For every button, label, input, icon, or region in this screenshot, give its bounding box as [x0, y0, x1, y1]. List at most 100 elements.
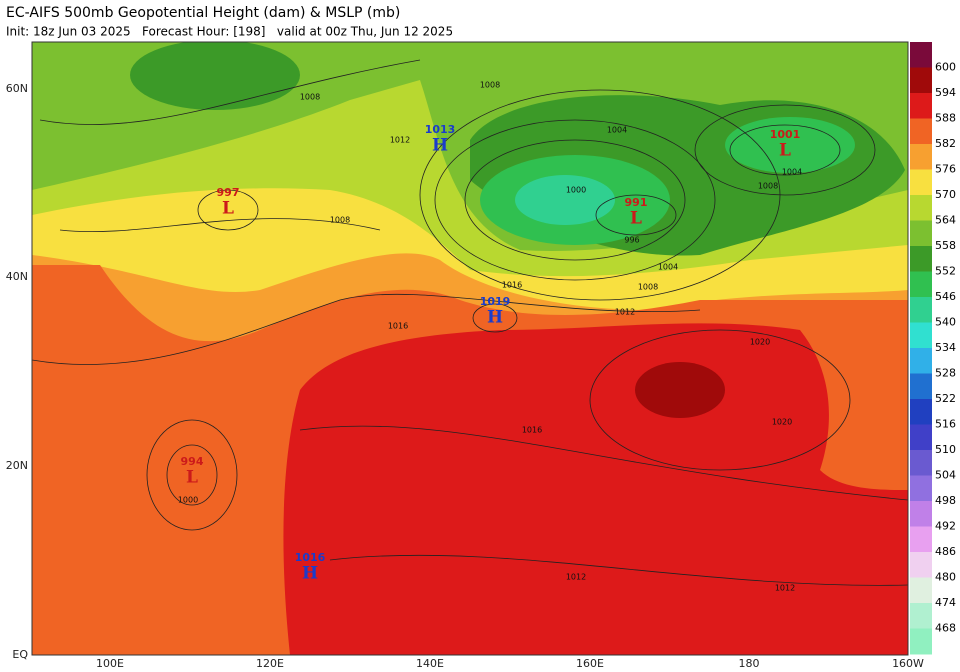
- isobar-label: 1012: [615, 308, 635, 317]
- subtitle: Init: 18z Jun 03 2025 Forecast Hour: [19…: [6, 25, 453, 39]
- center-letter: H: [432, 136, 448, 156]
- lon-label: 160W: [892, 657, 924, 670]
- colorbar-segment: [910, 246, 932, 272]
- isobar-label: 1008: [480, 81, 500, 90]
- center-letter: L: [630, 209, 642, 229]
- isobar-label: 1016: [522, 426, 542, 435]
- isobar-label: 1000: [178, 496, 198, 505]
- colorbar-segment: [910, 348, 932, 374]
- colorbar-label: 594: [935, 86, 956, 99]
- colorbar-label: 588: [935, 112, 956, 125]
- center-letter: H: [487, 308, 503, 328]
- lat-label: 20N: [6, 459, 28, 472]
- colorbar-segment: [910, 628, 932, 655]
- colorbar-label: 504: [935, 469, 956, 482]
- lon-label: 160E: [576, 657, 604, 670]
- colorbar-label: 534: [935, 341, 956, 354]
- colorbar-segment: [910, 552, 932, 578]
- colorbar-label: 570: [935, 188, 956, 201]
- isobar-label: 1000: [566, 186, 586, 195]
- colorbar-segment: [910, 399, 932, 425]
- colorbar-segment: [910, 144, 932, 170]
- lon-label: 180: [739, 657, 760, 670]
- colorbar-segment: [910, 501, 932, 527]
- colorbar-label: 600: [935, 61, 956, 74]
- center-value: 994: [181, 455, 204, 468]
- colorbar-label: 546: [935, 290, 956, 303]
- colorbar-segment: [910, 322, 932, 349]
- lon-label: 100E: [96, 657, 124, 670]
- isobar-label: 1008: [330, 216, 350, 225]
- colorbar-label: 498: [935, 494, 956, 507]
- colorbar-label: 522: [935, 392, 956, 405]
- center-letter: H: [302, 564, 318, 584]
- colorbar-segment: [910, 93, 932, 119]
- center-value: 1016: [295, 551, 326, 564]
- colorbar-label: 564: [935, 214, 956, 227]
- isobar-label: 1008: [638, 283, 658, 292]
- isobar-label: 996: [624, 236, 639, 245]
- isobar-label: 1012: [566, 573, 586, 582]
- isobar-label: 1020: [750, 338, 770, 347]
- colorbar-label: 558: [935, 239, 956, 252]
- colorbar-segment: [910, 297, 932, 323]
- colorbar-label: 516: [935, 418, 956, 431]
- lat-label: 40N: [6, 270, 28, 283]
- colorbar-label: 540: [935, 316, 956, 329]
- colorbar-segment: [910, 118, 932, 145]
- isobar-label: 1016: [502, 281, 522, 290]
- center-letter: L: [186, 468, 198, 488]
- center-value: 1019: [480, 295, 511, 308]
- colorbar-segment: [910, 169, 932, 196]
- field: [515, 175, 615, 225]
- isobar-label: 1008: [300, 93, 320, 102]
- colorbar-label: 582: [935, 137, 956, 150]
- colorbar-segment: [910, 450, 932, 476]
- center-value: 991: [625, 196, 648, 209]
- isobar-label: 1012: [390, 136, 410, 145]
- isobar-label: 1004: [782, 168, 802, 177]
- colorbar-segment: [910, 526, 932, 553]
- lon-label: 140E: [416, 657, 444, 670]
- colorbar-segment: [910, 42, 932, 68]
- lat-label: EQ: [12, 648, 28, 661]
- colorbar-label: 528: [935, 367, 956, 380]
- center-value: 997: [217, 186, 240, 199]
- map-frame: [31, 41, 909, 656]
- isobar-label: 1016: [388, 322, 408, 331]
- colorbar-label: 480: [935, 571, 956, 584]
- colorbar-label: 510: [935, 443, 956, 456]
- colorbar-segment: [910, 603, 932, 629]
- isobars: [32, 59, 908, 586]
- colorbar-label: 552: [935, 265, 956, 278]
- colorbar-label: 576: [935, 163, 956, 176]
- field: [130, 42, 300, 110]
- center-value: 1001: [770, 128, 801, 141]
- colorbar-label: 486: [935, 545, 956, 558]
- colorbar-label: 474: [935, 596, 956, 609]
- isobar-label: 1004: [658, 263, 678, 272]
- center-value: 1013: [425, 123, 456, 136]
- colorbar-segment: [910, 195, 932, 221]
- center-letter: L: [779, 141, 791, 161]
- isobar-label: 1004: [607, 126, 627, 135]
- center-letter: L: [222, 199, 234, 219]
- title: EC-AIFS 500mb Geopotential Height (dam) …: [6, 5, 400, 21]
- colorbar-segment: [910, 424, 932, 451]
- colorbar-label: 468: [935, 622, 956, 635]
- isobar-label: 1012: [775, 584, 795, 593]
- colorbar-segment: [910, 67, 932, 94]
- lon-label: 120E: [256, 657, 284, 670]
- colorbar-label: 492: [935, 520, 956, 533]
- colorbar-segment: [910, 220, 932, 247]
- colorbar-segment: [910, 373, 932, 400]
- lat-label: 60N: [6, 82, 28, 95]
- field: [283, 323, 908, 655]
- colorbar-segment: [910, 475, 932, 502]
- isobar-label: 1020: [772, 418, 792, 427]
- field: [635, 362, 725, 418]
- isobar-label: 1008: [758, 182, 778, 191]
- colorbar-segment: [910, 271, 932, 298]
- map-fields: [32, 42, 908, 655]
